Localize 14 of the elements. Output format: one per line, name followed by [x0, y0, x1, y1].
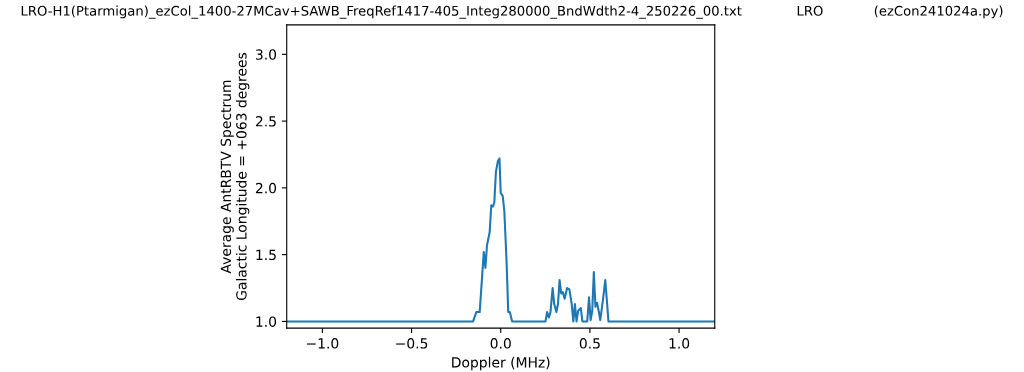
y-axis-title: Average AntRBTV Spectrum Galactic Longitude = +063 degrees: [220, 52, 250, 301]
x-tick-label: 0.0: [490, 338, 511, 349]
line-series: [286, 157, 715, 323]
y-tick-label: 2.5: [255, 116, 276, 127]
chart-title: LRO-H1(Ptarmigan)_ezCol_1400-27MCav+SAWB_FreqRef1417-405_Integ280000_BndWdth2-4_250226_00.txt LRO (ezCon241024a.py): [21, 5, 1003, 19]
x-tick-label: −0.5: [396, 338, 428, 349]
y-tick-label: 1.5: [256, 249, 276, 261]
y-tick-label: 3.0: [255, 49, 277, 60]
y-tick-label: 1.0: [256, 316, 277, 327]
x-tick-label: 0.5: [579, 338, 600, 349]
x-tick-label: −1.0: [307, 338, 339, 349]
x-tick-label: 1.0: [669, 338, 690, 349]
y-tick-label: 2.0: [255, 182, 277, 194]
x-axis-title: Doppler (MHz): [452, 356, 550, 371]
